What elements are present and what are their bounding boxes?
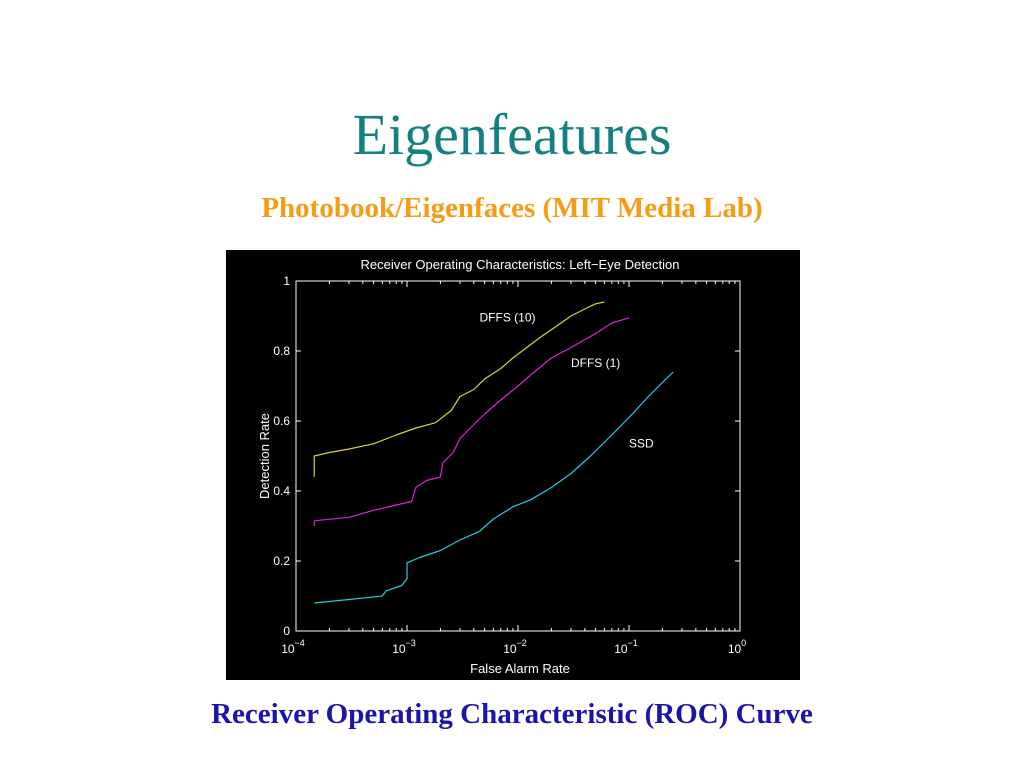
series-line-2 (313, 317, 630, 526)
series-lines (313, 301, 674, 604)
series-annotation-2: DFFS (1) (571, 356, 620, 370)
series-line-3 (314, 371, 674, 604)
x-tick-label: 10−3 (392, 638, 416, 656)
series-line-1 (313, 301, 605, 477)
y-tick-label: 0.4 (273, 484, 290, 498)
y-tick-label: 0 (283, 624, 290, 638)
series-annotations: DFFS (10) DFFS (1) SSD (480, 310, 655, 450)
chart-title: Receiver Operating Characteristics: Left… (360, 257, 679, 272)
x-tick-label: 10−4 (281, 638, 305, 656)
y-axis-label: Detection Rate (257, 413, 272, 499)
x-tick-label: 10−2 (503, 638, 527, 656)
slide-title: Eigenfeatures (352, 102, 672, 167)
plot-frame (295, 280, 741, 632)
slide-subtitle: Photobook/Eigenfaces (MIT Media Lab) (261, 192, 763, 224)
roc-chart: Receiver Operating Characteristics: Left… (257, 257, 746, 676)
series-annotation-3: SSD (629, 436, 654, 450)
y-axis-ticks: 0 0.2 0.4 0.6 0.8 1 (273, 274, 740, 638)
y-tick-label: 1 (283, 274, 290, 288)
y-tick-label: 0.2 (273, 554, 290, 568)
x-tick-label: 10−1 (614, 638, 638, 656)
x-tick-label: 100 (728, 638, 746, 656)
series-annotation-1: DFFS (10) (480, 310, 536, 324)
x-axis-label: False Alarm Rate (470, 661, 570, 676)
y-tick-label: 0.6 (273, 414, 290, 428)
roc-chart-panel: Receiver Operating Characteristics: Left… (226, 250, 800, 680)
y-tick-label: 0.8 (273, 344, 290, 358)
slide-caption: Receiver Operating Characteristic (ROC) … (211, 698, 813, 730)
